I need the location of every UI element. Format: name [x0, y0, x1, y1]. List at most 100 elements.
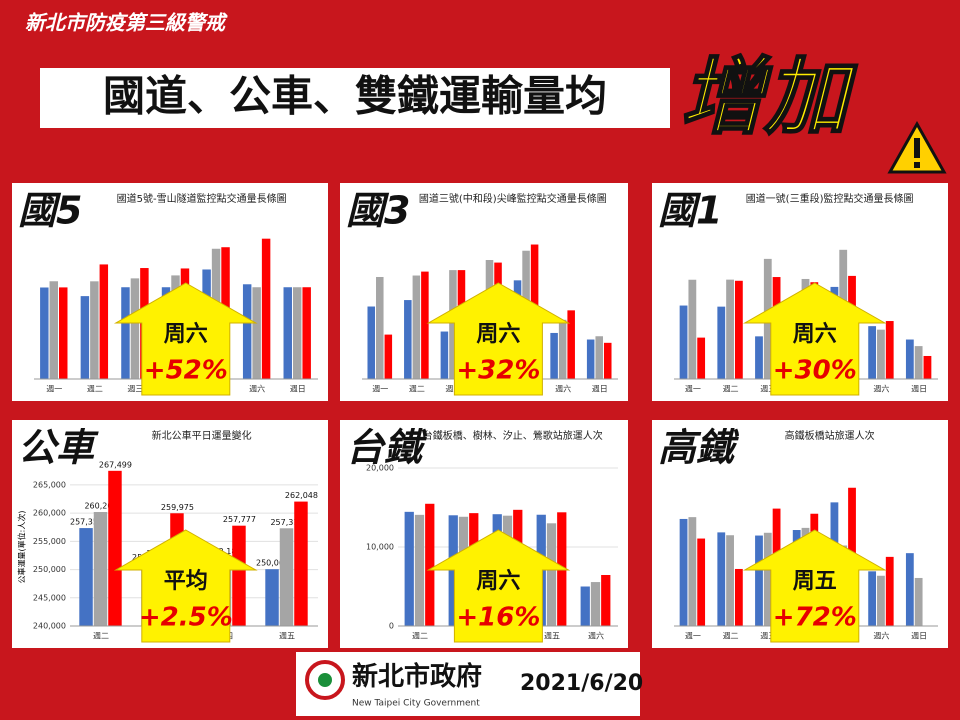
bar [279, 528, 294, 626]
panel-label: 國1 [658, 189, 722, 233]
bar [688, 279, 697, 379]
x-tick-label: 週日 [592, 385, 608, 394]
header-highlight: 增加 [680, 48, 858, 146]
bar [412, 275, 421, 379]
bar [688, 517, 697, 626]
y-tick-label: 245,000 [33, 593, 66, 602]
x-tick-label: 週六 [555, 384, 571, 394]
badge-arrow [113, 282, 258, 396]
bar [679, 518, 688, 626]
header-tag: 新北市防疫第三級警戒 [25, 11, 228, 35]
bar [763, 532, 772, 626]
bar [914, 346, 923, 379]
panel-title: 新北公車平日運量變化 [152, 429, 252, 442]
y-tick-label: 240,000 [33, 622, 66, 631]
x-tick-label: 週二 [723, 632, 739, 641]
x-tick-label: 週五 [279, 632, 295, 641]
bar [567, 310, 575, 379]
x-tick-label: 週六 [873, 631, 889, 641]
bar [603, 342, 612, 379]
x-tick-label: 週一 [685, 385, 701, 394]
bar [550, 332, 558, 379]
x-tick-label: 週三 [760, 385, 776, 394]
bar [877, 575, 885, 626]
bar [590, 582, 601, 626]
bar [877, 329, 885, 379]
value-label: 262,048 [285, 491, 318, 500]
panel-label: 國3 [346, 189, 410, 233]
x-tick-label: 週二 [412, 632, 428, 641]
bar [914, 577, 923, 626]
y-tick-label: 10,000 [366, 543, 394, 552]
bar [232, 525, 246, 626]
y-axis-title: 公車運量(單位:人次) [17, 511, 27, 584]
y-tick-label: 265,000 [33, 480, 66, 489]
x-tick-label: 週一 [372, 385, 388, 394]
value-label: 267,499 [99, 460, 132, 469]
bar [49, 281, 59, 379]
x-tick-label: 週六 [249, 384, 265, 394]
bar [79, 528, 93, 626]
bar [586, 339, 595, 379]
panel-label: 國5 [18, 189, 82, 233]
bar [717, 532, 726, 626]
badge-day: 周六 [164, 322, 208, 347]
bar [367, 306, 376, 379]
badge-arrow [742, 529, 887, 643]
bar [425, 503, 435, 626]
badge-arrow [113, 529, 258, 643]
bar [601, 574, 611, 626]
panel-title: 國道一號(三重段)監控點交通量長條圖 [746, 192, 914, 205]
panel-label: 台鐵 [346, 426, 428, 470]
x-tick-label: 週二 [87, 385, 103, 394]
panel-title: 國道三號(中和段)尖峰監控點交通量長條圖 [419, 192, 607, 205]
logo-dot [318, 673, 332, 687]
panels: 國道5號-雪山隧道監控點交通量長條圖週一週二週三週四週五週六週日國5周六+52%… [12, 183, 948, 648]
badge-change: +52% [144, 356, 228, 386]
y-tick-label: 255,000 [33, 537, 66, 546]
bar [734, 568, 743, 626]
bar [905, 553, 914, 626]
bar [449, 270, 457, 379]
x-tick-label: 週日 [290, 385, 306, 394]
title-box [40, 68, 670, 128]
x-tick-label: 週六 [588, 631, 604, 641]
bar [448, 515, 458, 626]
bar [421, 271, 429, 379]
value-label: 259,975 [161, 503, 194, 512]
bar [93, 512, 108, 626]
footer-org: 新北市政府 [352, 661, 482, 692]
bar [697, 337, 706, 379]
bar [384, 334, 393, 379]
badge-arrow [742, 282, 887, 396]
bar [905, 339, 914, 379]
x-tick-label: 週三 [445, 385, 461, 394]
panel-title: 國道5號-雪山隧道監控點交通量長條圖 [117, 192, 287, 205]
y-tick-label: 0 [389, 622, 394, 631]
bar [242, 284, 252, 379]
badge-change: +2.5% [139, 603, 233, 633]
badge-day: 周六 [476, 322, 520, 347]
badge-change: +30% [773, 356, 857, 386]
badge-day: 平均 [164, 568, 208, 594]
value-label: 250,068 [256, 559, 289, 568]
value-label: 257,316 [270, 518, 303, 527]
x-tick-label: 週三 [127, 385, 143, 394]
value-label: 252,182 [208, 547, 241, 556]
bar [265, 569, 279, 626]
bar [376, 276, 384, 379]
badge-change: +72% [773, 603, 857, 633]
badge-arrow [426, 282, 571, 396]
bar [755, 535, 763, 626]
bar [885, 321, 894, 379]
bar [121, 287, 130, 379]
footer-date: 2021/6/20 [520, 671, 643, 696]
bar [59, 287, 68, 379]
bar [404, 511, 414, 626]
panel-label: 高鐵 [658, 426, 740, 470]
y-tick-label: 20,000 [366, 464, 394, 473]
x-tick-label: 週五 [544, 632, 560, 641]
badge-arrow [426, 529, 571, 643]
